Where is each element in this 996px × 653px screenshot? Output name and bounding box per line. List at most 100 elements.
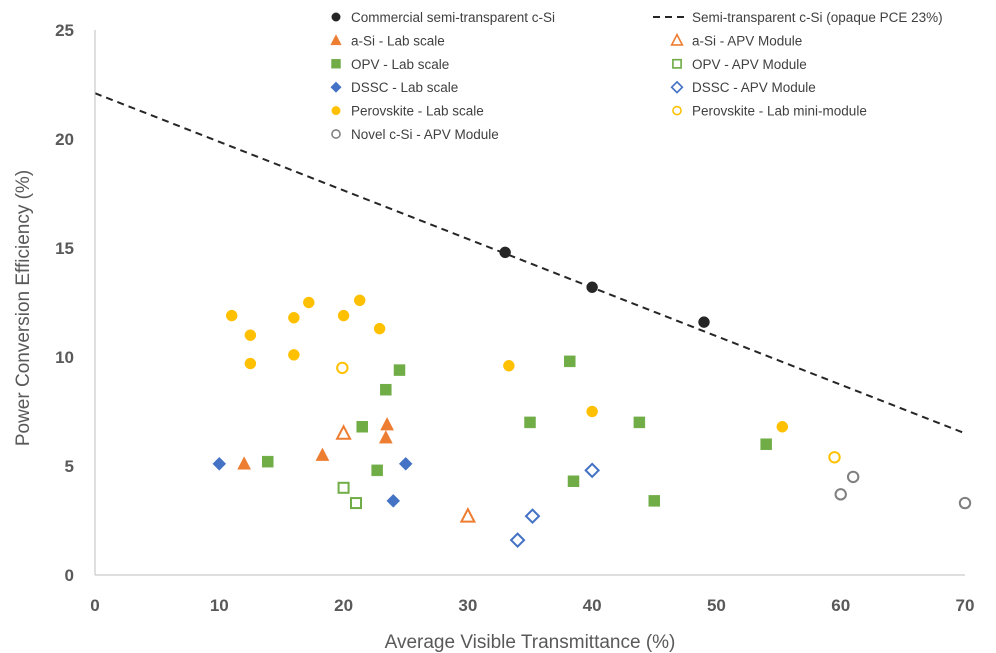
data-point [378,430,393,444]
axes: 0 10 20 30 40 50 60 70 0 5 10 15 20 25 Average Visib… [13,21,974,653]
data-point [288,312,300,324]
legend-item: Novel c-Si - APV Module [331,127,499,142]
series-perovskite-lab-mini-module [336,361,841,464]
y-tick-label: 20 [55,130,74,149]
series-opv-lab-scale [262,355,772,507]
data-point [564,355,576,368]
series-a-si-apv-module [335,424,477,523]
x-tick-label: 40 [583,596,602,615]
series-commercial-semi-transparent-c-si [499,246,710,328]
legend-label: Novel c-Si - APV Module [351,127,499,142]
series-perovskite-lab-scale [225,294,789,433]
y-tick-labels: 0 5 10 15 20 25 [55,21,74,585]
y-tick-label: 15 [55,239,74,258]
data-point [335,424,352,440]
data-point [459,506,477,523]
data-point [524,416,536,429]
data-point [225,309,238,322]
data-point [828,451,841,464]
data-point [262,455,274,468]
data-point [288,349,300,361]
legend-label: Semi-transparent c-Si (opaque PCE 23%) [692,10,943,25]
legend-swatch [331,106,341,116]
data-point [524,508,541,525]
y-axis-title: Power Conversion Efficiency (%) [13,170,34,446]
y-tick-label: 0 [65,566,74,585]
legend-item: DSSC - Lab scale [330,80,458,95]
data-point [760,438,772,450]
legend-swatch [331,59,341,69]
legend-label: DSSC - Lab scale [351,80,458,95]
plot-area [94,92,972,549]
legend-swatch [672,58,682,69]
data-point [586,405,598,418]
x-tick-label: 20 [334,596,353,615]
data-point [336,361,349,375]
data-point [776,421,789,433]
series-opv-apv-module [337,481,362,510]
data-point [337,309,350,322]
y-tick-label: 10 [55,348,74,367]
data-point [350,497,362,510]
series-a-si-lab-scale [237,417,394,470]
legend-swatch [331,12,341,22]
data-point [337,481,350,494]
legend-item: Perovskite - Lab scale [331,104,484,119]
data-point [237,456,252,470]
legend-label: Perovskite - Lab mini-module [692,104,867,119]
x-tick-label: 0 [90,596,99,615]
data-point [353,294,366,307]
data-point [380,383,392,396]
data-point [373,322,386,335]
data-point [380,417,394,431]
legend-label: OPV - APV Module [692,57,807,72]
data-point [958,496,972,510]
data-point [393,364,406,376]
y-tick-label: 25 [55,21,74,40]
x-axis-title: Average Visible Transmittance (%) [385,632,676,653]
data-point [698,316,710,328]
legend-swatch [672,105,682,116]
legend-item: OPV - Lab scale [331,57,449,72]
legend-swatch [330,34,342,46]
legend-item: OPV - APV Module [672,57,807,72]
x-tick-label: 70 [956,596,975,615]
legend-item: a-Si - Lab scale [330,33,445,48]
series-semi-transparent-c-si-opaque-pce-23 [94,92,966,435]
legend-item: Semi-transparent c-Si (opaque PCE 23%) [653,10,943,25]
data-point [386,494,401,508]
series-dssc-apv-module [509,462,601,549]
legend-label: Perovskite - Lab scale [351,104,484,119]
legend-swatch [330,81,342,93]
data-point [509,532,526,549]
data-point [648,495,661,507]
data-point [244,329,257,341]
x-tick-label: 10 [210,596,229,615]
series-dssc-lab-scale [212,456,413,508]
data-point [315,447,330,461]
x-tick-labels: 0 10 20 30 40 50 60 70 [90,596,974,615]
data-point [834,488,847,501]
data-point [503,359,515,372]
legend-label: a-Si - Lab scale [351,33,445,48]
legend-item: Perovskite - Lab mini-module [672,104,867,119]
legend-item: a-Si - APV Module [670,32,802,48]
data-point [584,462,601,479]
legend-swatch [670,80,684,94]
legend-swatch [670,32,684,46]
legend-label: OPV - Lab scale [351,57,449,72]
data-point [633,416,646,429]
data-point [398,456,413,471]
x-tick-label: 50 [707,596,726,615]
data-point [356,421,368,433]
legend-item: DSSC - APV Module [670,80,816,95]
series-novel-c-si-apv-module [834,470,972,510]
data-point [371,464,383,477]
x-tick-label: 30 [458,596,477,615]
legend-label: DSSC - APV Module [692,80,816,95]
y-tick-label: 5 [65,457,74,476]
legend-swatch [331,129,341,139]
legend-item: Commercial semi-transparent c-Si [331,10,555,25]
data-point [212,456,227,471]
